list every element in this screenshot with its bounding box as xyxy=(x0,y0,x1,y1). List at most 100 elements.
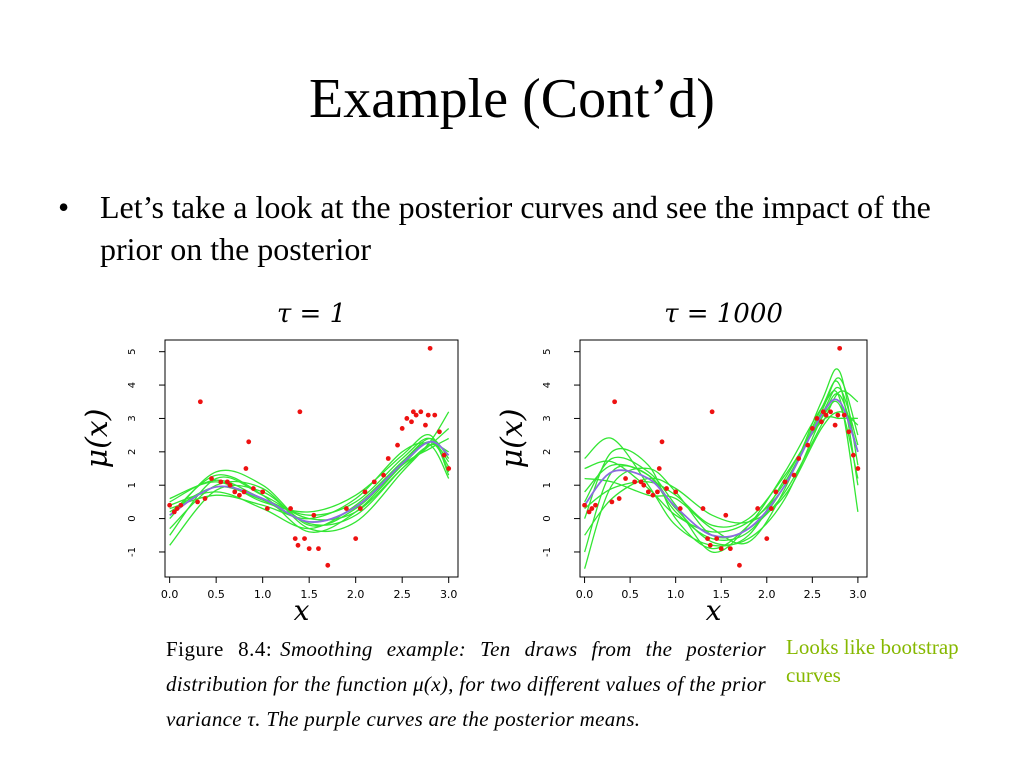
x-tick-label: 1.0 xyxy=(254,588,272,601)
chart-panel-1: τ = 1 μ(x) x 0.0 0.5 1.0 1.5 2.0 2.5 3.0 -1 0 1 2 3 4 5 xyxy=(80,299,459,627)
y-tick-label: 2 xyxy=(542,449,553,455)
data-point xyxy=(178,502,184,508)
data-point xyxy=(727,546,733,552)
data-point xyxy=(612,399,618,405)
posterior-mean-line xyxy=(169,440,450,523)
x-tick-label: 1.5 xyxy=(712,588,730,601)
data-point xyxy=(362,489,368,495)
data-point xyxy=(718,546,724,552)
data-point xyxy=(427,345,433,351)
data-point xyxy=(446,466,452,471)
data-point xyxy=(243,466,249,471)
y-tick-label: 1 xyxy=(542,482,553,488)
data-point xyxy=(399,426,405,431)
y-tick-label: 5 xyxy=(127,348,138,354)
data-point xyxy=(325,562,331,568)
data-point xyxy=(593,502,598,508)
data-point xyxy=(343,506,349,511)
data-point xyxy=(589,506,595,511)
data-point xyxy=(385,456,391,461)
x-axis-label: x xyxy=(294,594,310,627)
data-point xyxy=(764,536,770,542)
posterior-draw-line-8 xyxy=(584,416,858,528)
posterior-draw-line-6 xyxy=(169,411,450,533)
x-tick-label: 1.5 xyxy=(300,588,318,601)
data-point xyxy=(409,419,414,425)
data-point xyxy=(655,489,660,495)
y-tick-label: 0 xyxy=(127,515,138,521)
side-note: Looks like bootstrap curves xyxy=(786,635,959,687)
x-tick-label: 2.0 xyxy=(347,588,365,601)
data-point xyxy=(705,536,710,542)
data-point xyxy=(297,409,303,415)
data-point xyxy=(302,536,307,542)
data-point xyxy=(425,412,431,418)
data-point xyxy=(835,412,841,418)
posterior-draw-line-7 xyxy=(169,433,450,513)
data-point xyxy=(167,502,173,508)
data-point xyxy=(292,536,298,542)
data-point xyxy=(809,426,815,431)
posterior-draw-line-5 xyxy=(584,411,859,536)
bullet-text: Let’s take a look at the posterior curve… xyxy=(100,189,931,267)
data-point xyxy=(723,512,729,518)
data-point xyxy=(306,546,312,552)
data-point xyxy=(264,506,270,511)
data-point xyxy=(586,509,592,515)
slide-title: Example (Cont’d) xyxy=(309,68,715,130)
plot-area xyxy=(582,345,861,569)
data-point xyxy=(782,479,788,485)
data-point xyxy=(737,562,742,568)
data-point xyxy=(773,489,779,495)
data-point xyxy=(616,496,622,501)
data-point xyxy=(423,422,428,428)
data-point xyxy=(381,472,386,478)
y-tick-label: 2 xyxy=(127,449,138,455)
plot-frame xyxy=(579,339,868,578)
y-tick-label: 3 xyxy=(127,415,138,421)
data-point xyxy=(209,476,214,481)
plot-area xyxy=(167,345,452,568)
y-axis-label: μ(x) xyxy=(80,409,115,469)
data-point xyxy=(819,419,824,425)
data-point xyxy=(846,429,852,435)
data-point xyxy=(805,442,811,448)
posterior-draw-line-10 xyxy=(169,428,450,536)
data-point xyxy=(709,409,715,415)
data-point xyxy=(218,479,224,485)
y-tick-label: 4 xyxy=(127,382,138,388)
data-point xyxy=(609,499,615,505)
x-tick-label: 2.5 xyxy=(804,588,822,601)
posterior-draw-line-10 xyxy=(584,380,859,533)
data-point xyxy=(645,489,651,495)
data-point xyxy=(673,489,679,495)
data-point xyxy=(395,442,400,448)
chart-title: τ = 1 xyxy=(277,299,346,329)
data-point xyxy=(659,439,665,445)
data-point xyxy=(814,416,820,421)
data-point xyxy=(714,536,720,542)
data-point xyxy=(353,536,359,542)
data-point xyxy=(371,479,377,485)
data-point xyxy=(855,466,861,471)
data-point xyxy=(232,489,238,495)
x-tick-label: 0.5 xyxy=(621,588,639,601)
posterior-mean-line xyxy=(583,398,859,538)
chart-title: τ = 1000 xyxy=(664,299,783,329)
data-point xyxy=(436,429,442,435)
figure-caption-label: Figure 8.4: xyxy=(166,637,273,661)
data-point xyxy=(311,512,317,518)
data-point xyxy=(413,412,419,418)
data-point xyxy=(432,412,438,418)
chart-panel-2: τ = 1000 μ(x) x 0.0 0.5 1.0 1.5 2.0 2.5 3.0 -1 0 1 2 3… xyxy=(495,299,868,627)
x-tick-label: 0.0 xyxy=(161,588,179,601)
data-point xyxy=(288,506,293,511)
y-tick-label: 1 xyxy=(127,482,138,488)
data-point xyxy=(850,452,856,458)
data-point xyxy=(260,489,266,495)
posterior-draw-line-7 xyxy=(583,386,859,550)
y-axis-label: μ(x) xyxy=(495,409,530,469)
posterior-draw-line-9 xyxy=(169,437,450,530)
data-point xyxy=(677,506,683,511)
